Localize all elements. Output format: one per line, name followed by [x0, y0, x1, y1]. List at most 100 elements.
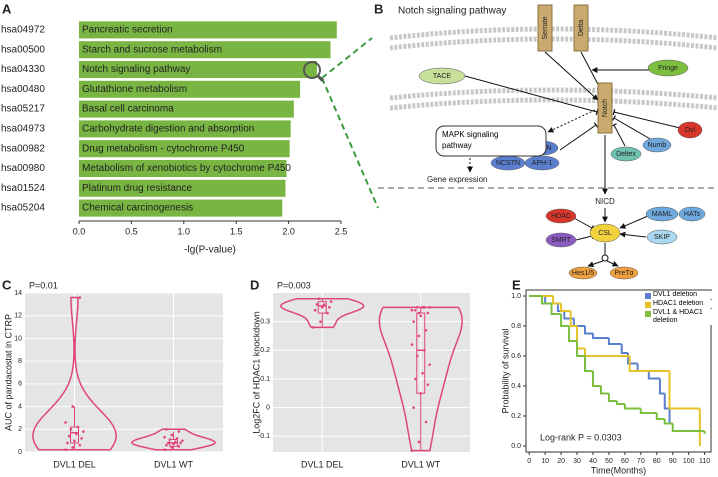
point: [173, 440, 177, 444]
x-tick-label: 40: [589, 458, 597, 465]
protein-label: Delta: [578, 20, 585, 36]
legend-swatch: [645, 311, 651, 317]
bar: [79, 140, 290, 158]
protein: [647, 59, 689, 77]
protein-label: HATs: [684, 211, 701, 218]
point: [424, 420, 428, 424]
point: [329, 300, 333, 303]
x-axis-label: Time(Months): [591, 465, 646, 475]
point: [426, 383, 430, 386]
point: [410, 308, 414, 312]
x-tick-label: 0.0: [73, 226, 86, 236]
point: [74, 432, 78, 436]
point: [417, 334, 421, 338]
protein-label: Notch: [602, 99, 609, 117]
protein-label: Numb: [648, 142, 667, 149]
point: [328, 306, 331, 309]
protein: [610, 146, 642, 162]
protein-label: APH-1: [532, 160, 553, 167]
point: [172, 442, 175, 446]
survival-step: [655, 413, 665, 420]
protein-label: HDAC: [551, 213, 571, 220]
survival-step: [584, 356, 593, 372]
legend-label: HDAC1 deletion: [653, 300, 713, 308]
bar-label: Starch and sucrose metabolism: [82, 44, 222, 55]
protein: [678, 206, 706, 222]
point: [177, 445, 181, 448]
survival-step: [560, 314, 570, 327]
survival-step: [615, 401, 625, 405]
survival-step: [550, 303, 562, 315]
point: [410, 343, 414, 346]
bar-label: Basal cell carcinoma: [82, 104, 174, 115]
annotation: P=0.003: [277, 280, 311, 290]
arrow: [611, 123, 626, 147]
x-tick-label: 1.5: [230, 226, 243, 236]
legend-label: DVL1 & HDAC1 deletion: [653, 309, 713, 325]
legend-label-box: DVL1 deletion: [653, 291, 713, 299]
point: [71, 446, 75, 449]
survival-step: [568, 326, 578, 342]
y-tick-label: 8: [18, 358, 22, 365]
bar: [79, 41, 331, 59]
survival-step: [663, 393, 670, 410]
survival-step: [668, 371, 700, 410]
arrow: [587, 260, 604, 268]
point: [312, 326, 315, 329]
x-tick-label: 70: [637, 458, 645, 465]
point: [168, 438, 172, 441]
point: [82, 430, 85, 433]
annotation: Log-rank P = 0.0303: [540, 432, 622, 442]
membrane: [389, 87, 718, 101]
x-tick-label: 2.0: [282, 226, 295, 236]
survival-step: [607, 338, 622, 345]
protein: [568, 266, 598, 280]
x-tick-label: DVL1 DEL: [301, 459, 344, 469]
point: [313, 308, 317, 312]
box: [70, 426, 79, 444]
arrow: [619, 215, 649, 229]
point: [422, 348, 426, 352]
point: [163, 448, 166, 452]
survival-step: [623, 404, 641, 410]
zoom-line: [321, 77, 379, 209]
protein: [677, 121, 703, 139]
legend-swatch: [645, 302, 651, 308]
y-tick-label: 1.0: [511, 293, 521, 300]
y-tick-label: 0.0: [511, 443, 521, 450]
survival-step: [639, 408, 657, 414]
point: [64, 421, 67, 424]
x-tick-label: 90: [669, 458, 677, 465]
bar: [79, 60, 317, 79]
point: [415, 354, 419, 358]
legend-swatch: [645, 293, 651, 299]
point: [66, 441, 69, 445]
protein: [573, 4, 589, 52]
x-tick-label: 80: [653, 458, 661, 465]
bar-label: Platinum drug resistance: [82, 183, 192, 194]
y-tick-label: hsa00980: [1, 163, 45, 174]
point: [170, 433, 174, 437]
magnifier: [303, 61, 321, 79]
y-tick-label: 0.1: [260, 376, 270, 383]
x-tick-label: DVL1 WT: [401, 459, 441, 469]
y-tick-label: hsa05217: [1, 104, 45, 115]
protein-label: Serrate: [542, 16, 549, 39]
x-tick-label: 20: [557, 458, 565, 465]
bar-label: Glutathione metabolism: [82, 84, 187, 95]
y-tick-label: hsa00480: [1, 84, 45, 95]
protein-label: MAML: [652, 211, 672, 218]
survival-step: [607, 393, 617, 402]
x-tick-label: 2.5: [335, 226, 348, 236]
protein: [597, 82, 613, 134]
diagram-label-box: MAPK signaling pathway: [442, 130, 498, 150]
point: [165, 443, 168, 447]
y-tick-label: 0.8: [511, 323, 521, 330]
y-tick-label: hsa00500: [1, 44, 45, 55]
protein: [646, 229, 678, 245]
point: [73, 439, 76, 442]
protein-label: SKIP: [654, 234, 670, 241]
point: [426, 311, 430, 315]
bar: [79, 179, 286, 197]
